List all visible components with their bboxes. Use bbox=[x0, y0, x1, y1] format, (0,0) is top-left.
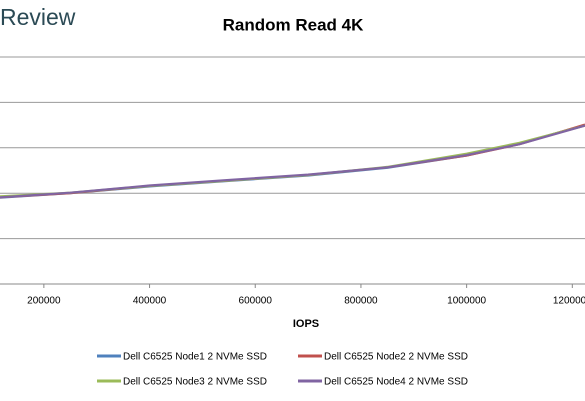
chart-title: Random Read 4K bbox=[223, 15, 364, 34]
x-tick-label: 1200000 bbox=[553, 296, 585, 307]
legend-label: Dell C6525 Node2 2 NVMe SSD bbox=[324, 352, 468, 363]
x-tick-label: 400000 bbox=[133, 296, 167, 307]
legend-label: Dell C6525 Node3 2 NVMe SSD bbox=[123, 377, 267, 388]
x-tick-label: 600000 bbox=[239, 296, 273, 307]
data-line bbox=[0, 124, 585, 198]
x-tick-label: 200000 bbox=[27, 296, 61, 307]
data-line bbox=[0, 124, 585, 199]
x-tick-label: 800000 bbox=[344, 296, 378, 307]
legend-label: Dell C6525 Node1 2 NVMe SSD bbox=[123, 352, 267, 363]
legend-label: Dell C6525 Node4 2 NVMe SSD bbox=[324, 377, 468, 388]
logo-text: Review bbox=[0, 4, 76, 30]
x-tick-label: 1000000 bbox=[447, 296, 486, 307]
data-line bbox=[0, 124, 585, 199]
data-line bbox=[0, 123, 585, 199]
x-axis-label: IOPS bbox=[293, 318, 319, 330]
